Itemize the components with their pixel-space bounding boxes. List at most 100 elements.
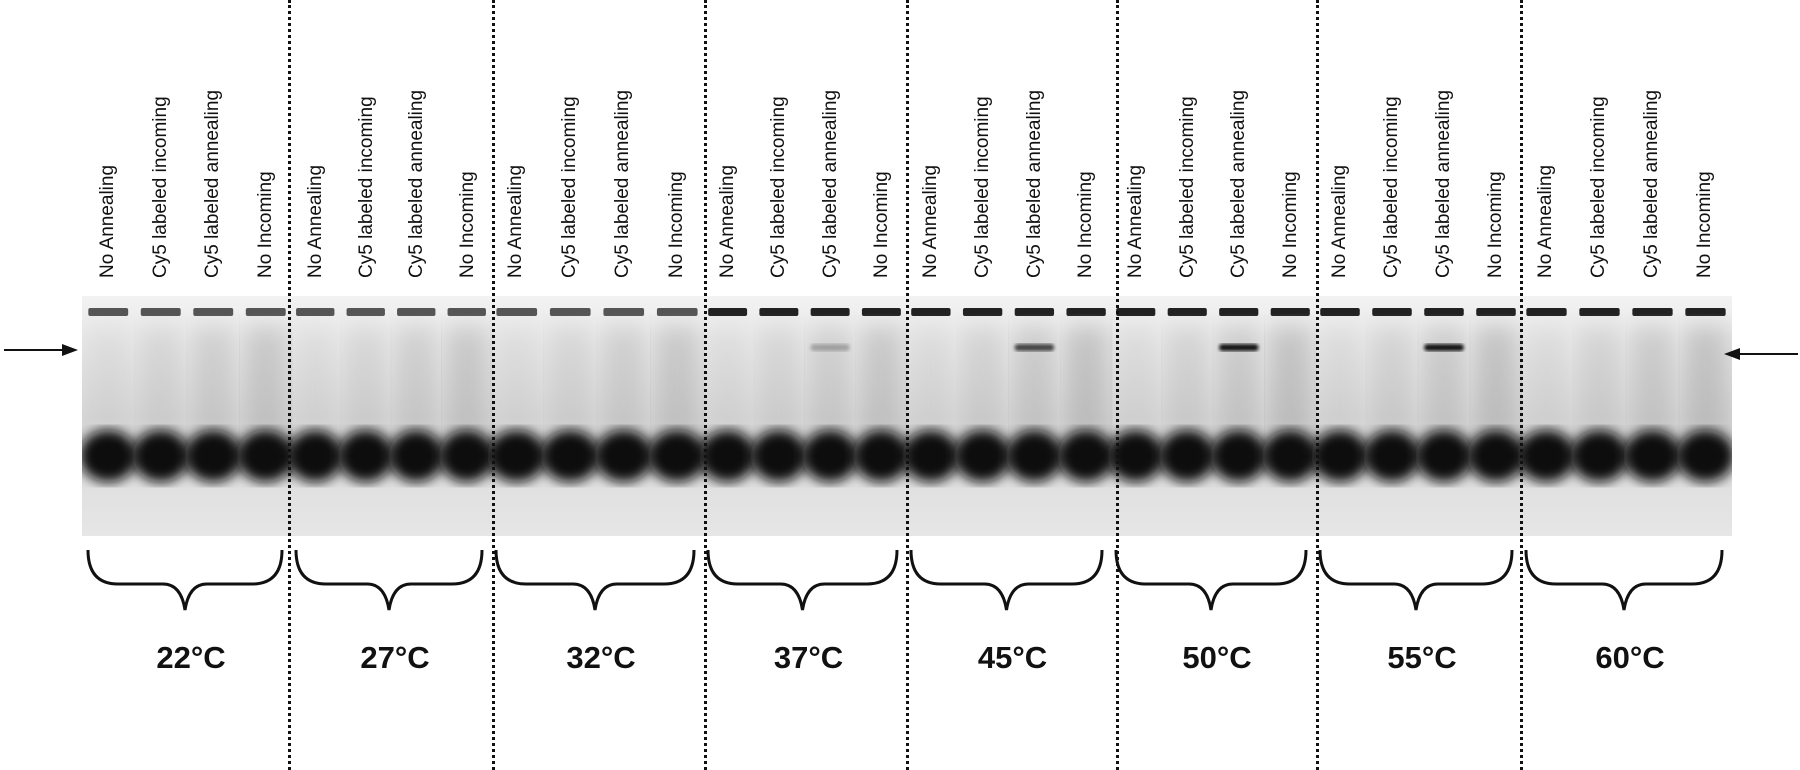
smear	[859, 326, 903, 446]
well-band	[1476, 308, 1516, 316]
smear	[445, 326, 488, 446]
lane-label: No Incoming	[1485, 171, 1506, 278]
product-band	[810, 344, 850, 351]
well-band	[759, 308, 799, 316]
main-band	[1467, 430, 1525, 482]
lane-label: Cy5 labeled annealing	[819, 89, 841, 278]
lane-label: No Incoming	[456, 171, 478, 278]
lane-label: Cy5 labeled annealing	[406, 89, 427, 278]
lane-label: Cy5 labeled annealing	[612, 89, 633, 278]
temperature-label: 22°C	[156, 640, 226, 675]
well-band	[1685, 308, 1726, 316]
arrow-left-icon	[1724, 348, 1798, 360]
lane-label: No Annealing	[305, 164, 326, 278]
main-band	[1517, 430, 1576, 482]
well-band	[1320, 308, 1360, 316]
main-band	[438, 430, 495, 482]
main-band	[1261, 430, 1319, 482]
well-band	[861, 308, 901, 316]
main-band	[1363, 430, 1421, 482]
well-band	[962, 308, 1003, 316]
group-divider	[288, 0, 291, 770]
arrow-right-icon	[4, 344, 78, 356]
well-band	[1424, 308, 1464, 316]
smear	[1064, 326, 1108, 446]
well-band	[1066, 308, 1106, 316]
smear	[1268, 326, 1312, 446]
main-band	[647, 430, 707, 482]
well-band	[245, 308, 286, 316]
main-band	[954, 430, 1012, 482]
smear	[494, 326, 540, 446]
well-band	[1014, 308, 1055, 316]
group-divider	[704, 0, 707, 770]
group-divider	[1116, 0, 1119, 770]
curly-brace-icon	[909, 549, 1104, 611]
well-band	[1219, 308, 1259, 316]
well-band	[1116, 308, 1156, 316]
lane-label: Cy5 labeled annealing	[1023, 89, 1045, 278]
smear	[960, 326, 1005, 446]
smear	[654, 326, 700, 446]
lane-label: Cy5 labeled annealing	[202, 89, 223, 278]
well-band	[810, 308, 850, 316]
well-band	[496, 308, 538, 316]
lane-label: No Annealing	[505, 164, 526, 278]
temperature-label: 55°C	[1387, 640, 1457, 675]
well-band	[1579, 308, 1620, 316]
curly-brace-icon	[1318, 549, 1514, 611]
product-band	[1424, 344, 1464, 351]
well-band	[296, 308, 335, 316]
well-band	[447, 308, 486, 316]
well-band	[397, 308, 436, 316]
lane-label: Cy5 labeled incoming	[1176, 96, 1198, 278]
main-band	[801, 430, 859, 482]
smear	[1524, 326, 1569, 446]
group-divider	[906, 0, 909, 770]
lane-label: No Incoming	[1694, 171, 1715, 278]
lane-label: No Incoming	[1075, 171, 1097, 278]
lane-label: Cy5 labeled annealing	[1433, 89, 1454, 278]
lane-label: No Annealing	[920, 164, 941, 278]
main-band	[1415, 430, 1473, 482]
main-band	[1210, 430, 1268, 482]
product-band	[1014, 344, 1055, 351]
smear	[757, 326, 801, 446]
smear	[1114, 326, 1158, 446]
temperature-label: 60°C	[1595, 640, 1665, 675]
temperature-label: 32°C	[566, 640, 636, 675]
lane-label: No Incoming	[254, 171, 276, 278]
smear	[1318, 326, 1362, 446]
well-band	[140, 308, 181, 316]
well-band	[193, 308, 234, 316]
main-band	[1057, 430, 1115, 482]
main-band	[1570, 430, 1629, 482]
smear	[86, 326, 131, 446]
smear	[909, 326, 953, 446]
lane-label: Cy5 labeled incoming	[1381, 96, 1402, 278]
main-band	[1623, 430, 1682, 482]
temperature-label: 45°C	[977, 640, 1048, 675]
lane-label: No Annealing	[1535, 164, 1556, 278]
main-band	[388, 430, 445, 482]
lane-label: Cy5 labeled annealing	[1228, 89, 1249, 278]
smear	[294, 326, 337, 446]
temperature-label: 50°C	[1182, 640, 1252, 675]
smear	[1370, 326, 1414, 446]
main-band	[1311, 430, 1369, 482]
smear	[1683, 326, 1728, 446]
lane-label: Cy5 labeled incoming	[558, 96, 580, 278]
main-band	[902, 430, 960, 482]
smear	[1474, 326, 1518, 446]
main-band	[131, 430, 190, 482]
group-divider	[1520, 0, 1523, 770]
smear	[344, 326, 387, 446]
smear	[191, 326, 236, 446]
lane-label: Cy5 labeled incoming	[971, 96, 993, 278]
well-band	[1632, 308, 1673, 316]
main-band	[337, 430, 394, 482]
main-band	[487, 430, 547, 482]
well-band	[603, 308, 645, 316]
main-band	[750, 430, 808, 482]
